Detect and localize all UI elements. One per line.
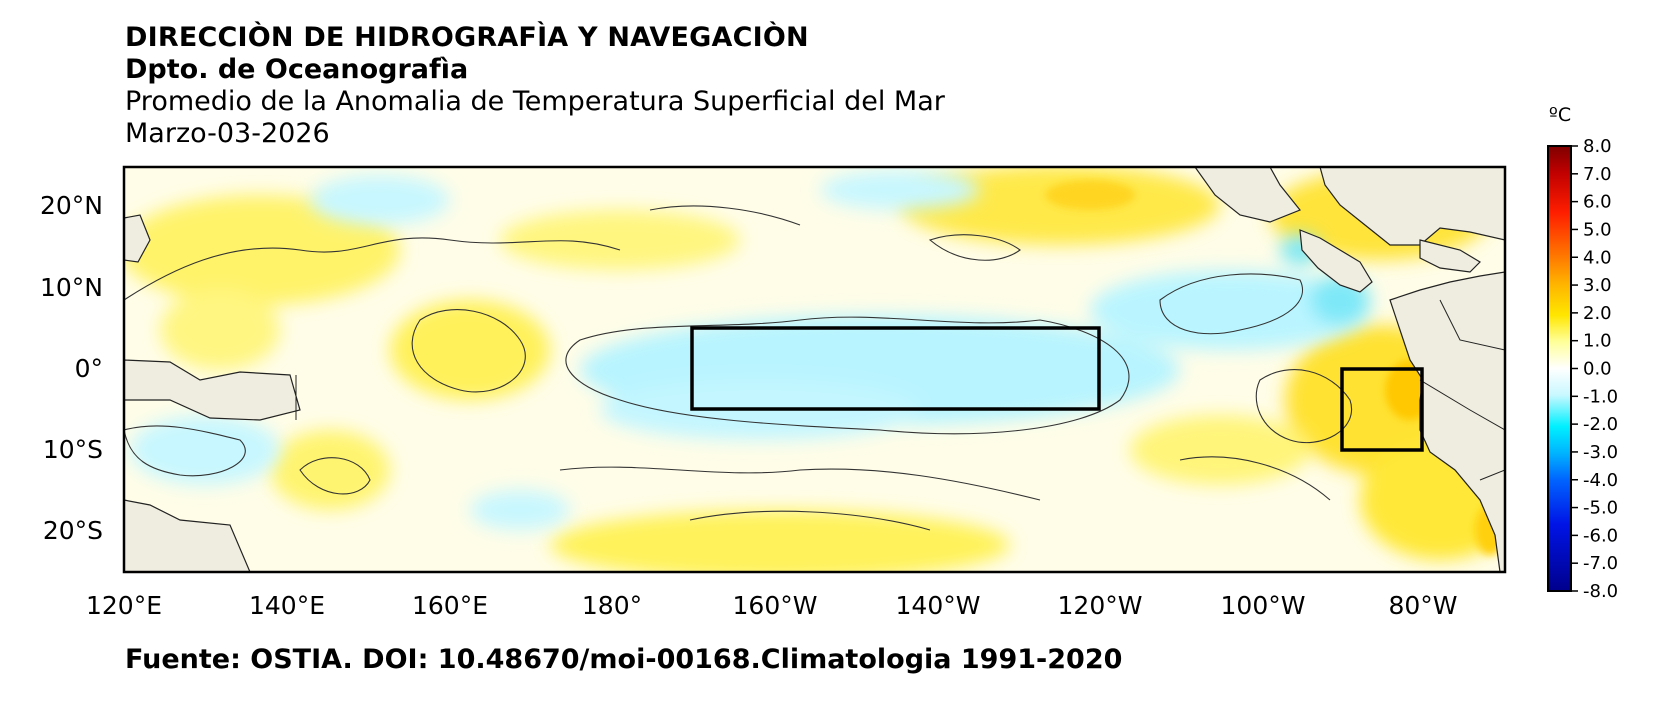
colorbar-ticks: 8.0 7.0 6.0 5.0 4.0 3.0 2.0 1.0 0.0 -1.0 -2.0 -3.0 -…	[1571, 136, 1618, 602]
lat-tick-label: 20°N	[40, 191, 103, 220]
colorbar-tick-label: 8.0	[1583, 136, 1612, 157]
colorbar-tick-label: 4.0	[1583, 247, 1612, 268]
lat-tick-label: 10°S	[43, 435, 103, 464]
institution-title: DIRECCIÒN DE HIDROGRAFÌA Y NAVEGACIÒN	[125, 22, 809, 53]
colorbar-tick-label: 1.0	[1583, 331, 1612, 352]
colorbar-tick-label: -1.0	[1583, 386, 1618, 407]
lon-tick-label: 120°E	[86, 591, 162, 620]
colorbar-bar	[1547, 145, 1572, 592]
colorbar-tick-label: -4.0	[1583, 470, 1618, 491]
colorbar-tick-label: 0.0	[1583, 359, 1612, 380]
map-subtitle: Promedio de la Anomalia de Temperatura S…	[125, 86, 945, 117]
colorbar-tick-label: 7.0	[1583, 164, 1612, 185]
lon-tick-label: 120°W	[1058, 591, 1143, 620]
country-borders	[295, 299, 1505, 481]
map-frame	[122, 165, 1507, 574]
lat-tick-label: 10°N	[40, 273, 103, 302]
colorbar-tick-label: -8.0	[1583, 581, 1618, 602]
lon-tick-label: 140°E	[249, 591, 325, 620]
anomaly-contours	[124, 205, 1353, 531]
lon-tick-label: 160°E	[412, 591, 488, 620]
nino12-region-box	[1340, 367, 1424, 452]
data-source-footer: Fuente: OSTIA. DOI: 10.48670/moi-00168.C…	[125, 644, 1123, 675]
colorbar-tick-label: -5.0	[1583, 498, 1618, 519]
colorbar-tick-label: -6.0	[1583, 525, 1618, 546]
colorbar-tick-label: -7.0	[1583, 553, 1618, 574]
longitude-axis: 120°E 140°E 160°E 180° 160°W 140°W 120°W…	[86, 591, 1458, 620]
latitude-axis: 20°N 10°N 0° 10°S 20°S	[40, 191, 103, 545]
colorbar-tick-label: 5.0	[1583, 219, 1612, 240]
department-title: Dpto. de Oceanografìa	[125, 54, 469, 85]
anomaly-field	[124, 167, 1505, 572]
colorbar-unit: ºC	[1549, 104, 1571, 126]
map-title-block: DIRECCIÒN DE HIDROGRAFÌA Y NAVEGACIÒN Dp…	[125, 24, 945, 152]
lon-tick-label: 160°W	[733, 591, 818, 620]
map-date: Marzo-03-2026	[125, 118, 330, 149]
colorbar-tick-label: 3.0	[1583, 275, 1612, 296]
lon-tick-label: 80°W	[1388, 591, 1457, 620]
lat-tick-label: 0°	[75, 354, 103, 383]
land-masses	[124, 167, 1505, 572]
lon-tick-label: 140°W	[896, 591, 981, 620]
colorbar-tick-label: -2.0	[1583, 414, 1618, 435]
colorbar-tick-label: 2.0	[1583, 303, 1612, 324]
colorbar: ºC 8.0 7.0 6.0 5.0 4.0 3.0 2.0 1.0 0.0 -1.0 -2.0 -3…	[1547, 104, 1618, 602]
cool-anomaly-areas	[130, 170, 1370, 530]
nino34-region-box	[690, 326, 1101, 411]
warm-anomaly-areas	[124, 167, 1505, 572]
colorbar-tick-label: 6.0	[1583, 192, 1612, 213]
lon-tick-label: 180°	[582, 591, 642, 620]
lon-tick-label: 100°W	[1221, 591, 1306, 620]
lat-tick-label: 20°S	[43, 516, 103, 545]
colorbar-tick-label: -3.0	[1583, 442, 1618, 463]
